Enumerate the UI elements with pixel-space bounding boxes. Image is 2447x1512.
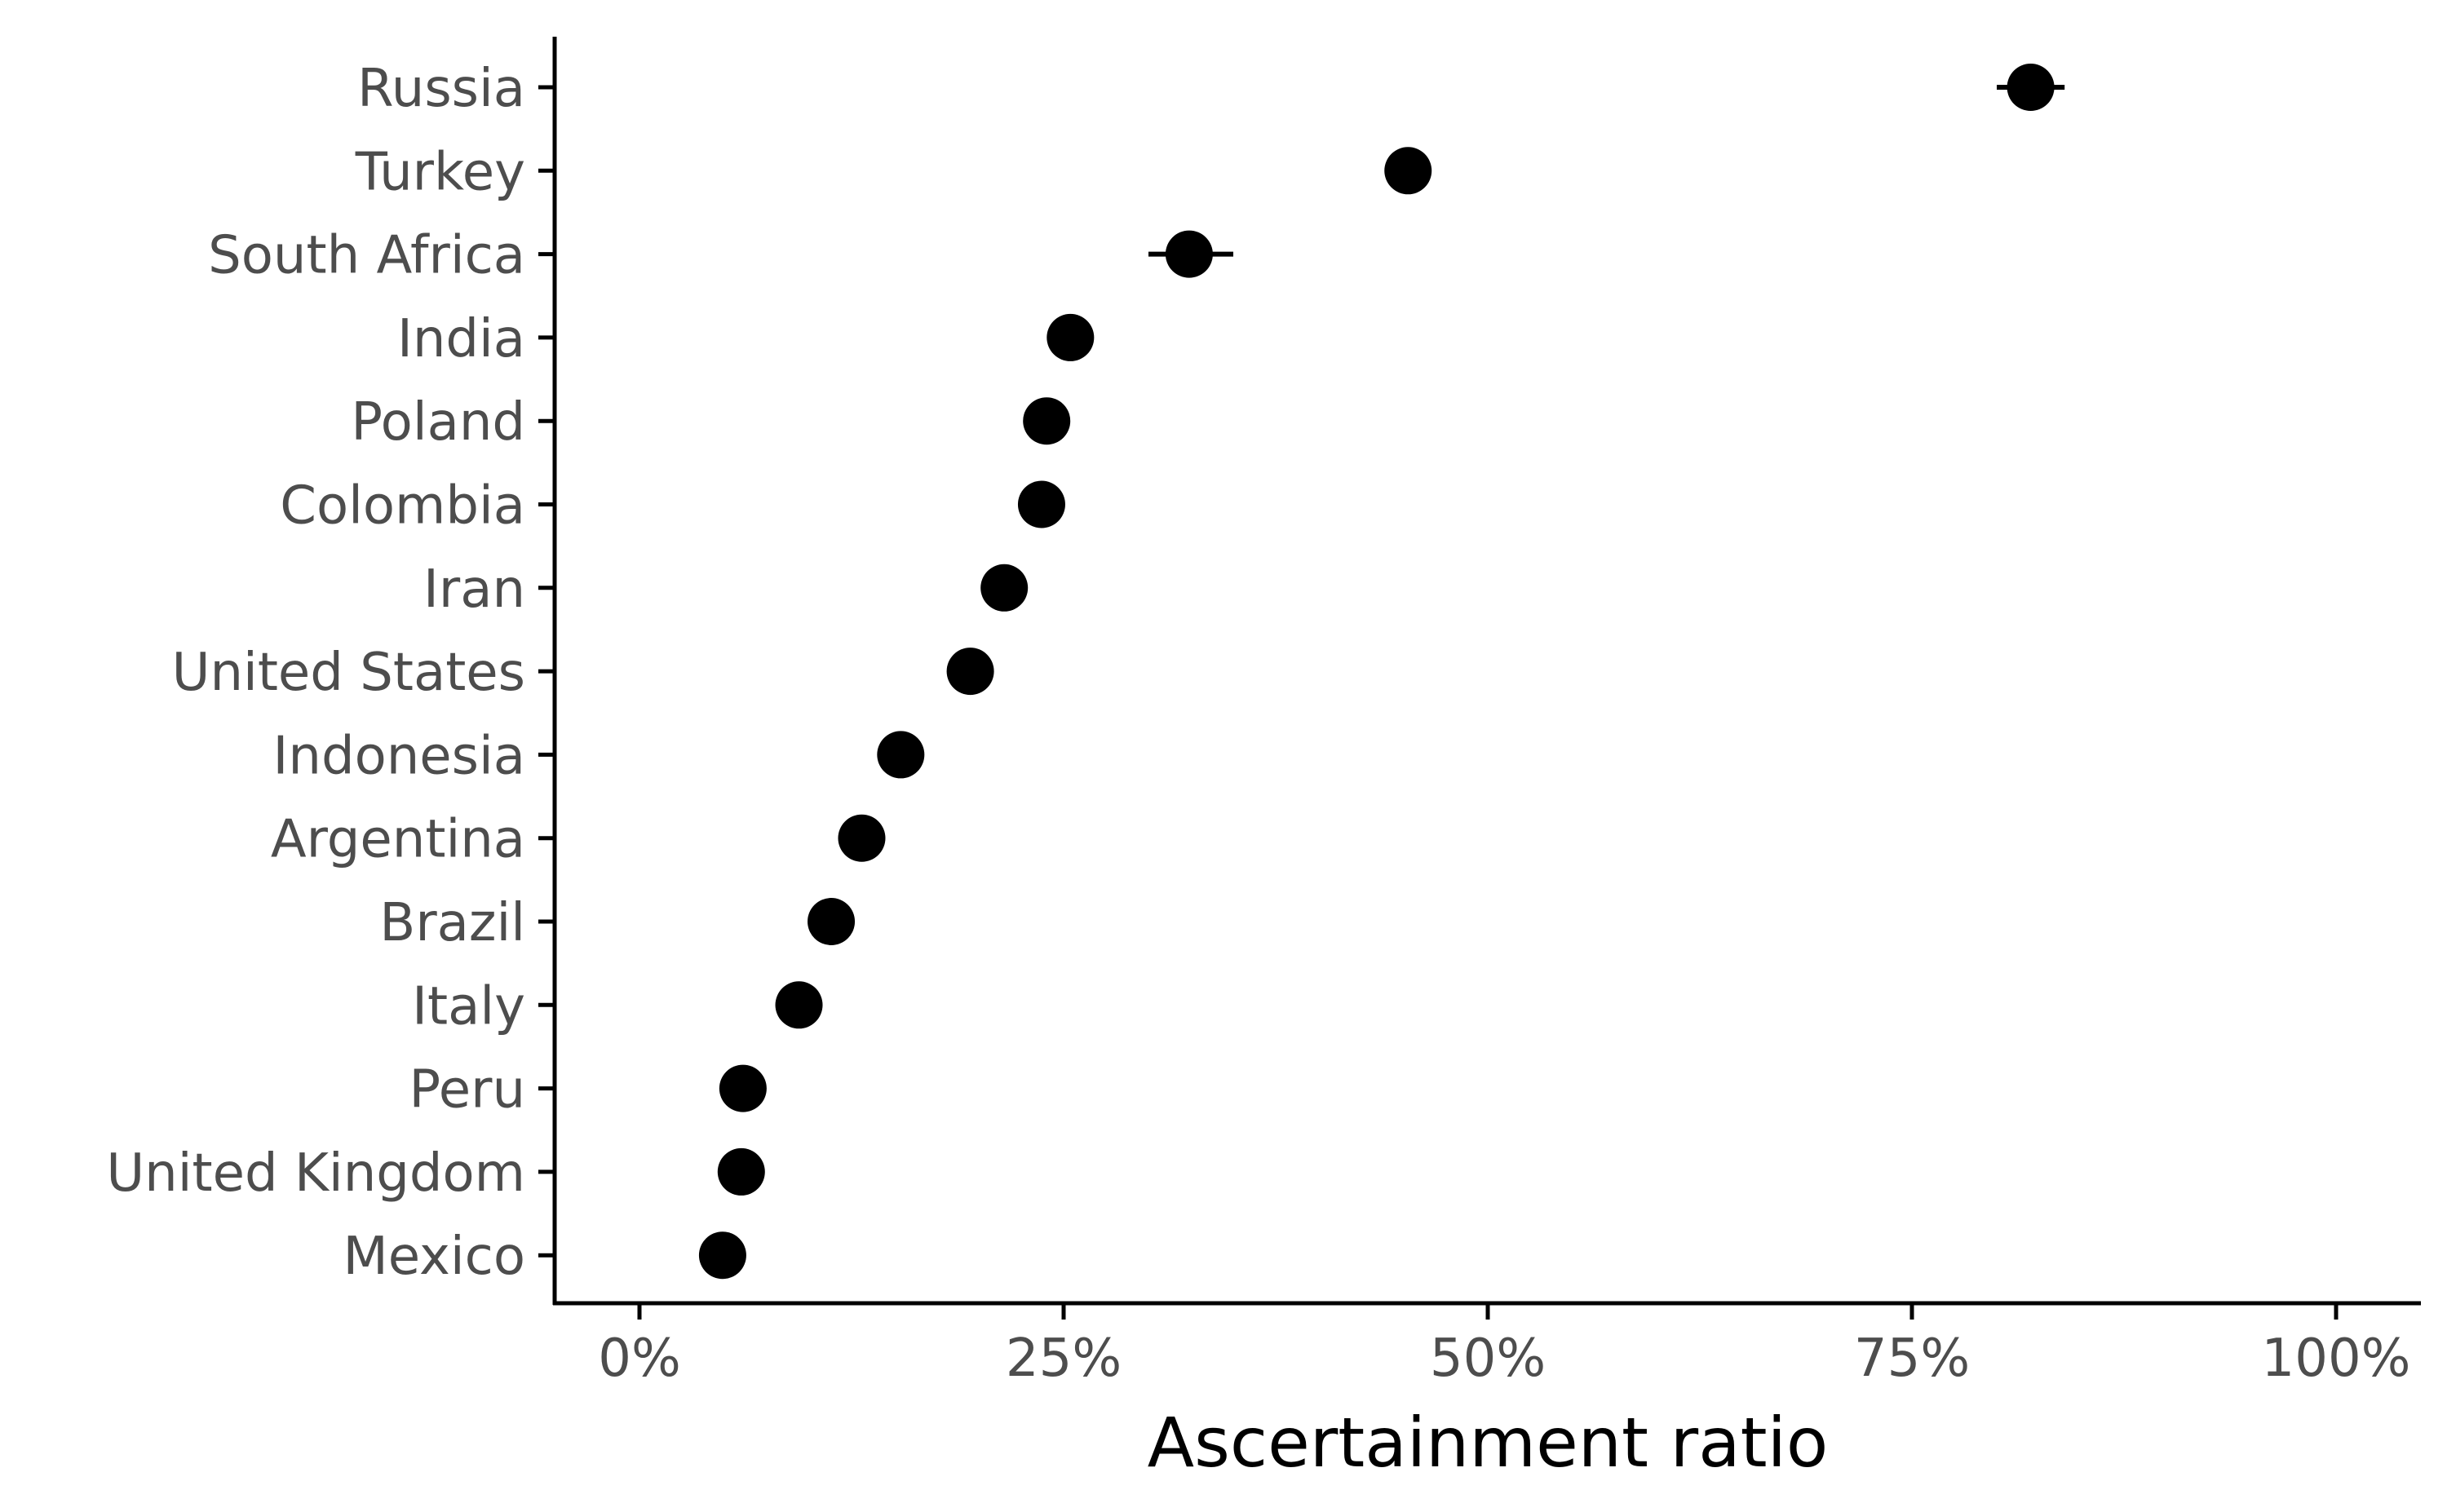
y-tick-label: Indonesia	[273, 726, 526, 786]
x-tick-label: 100%	[2262, 1329, 2411, 1389]
y-tick-label: Italy	[412, 976, 525, 1037]
data-point	[717, 1147, 765, 1196]
data-point	[877, 731, 925, 779]
data-point	[1047, 313, 1095, 361]
y-tick-label: Colombia	[280, 476, 525, 537]
x-axis-title: Ascertainment ratio	[1148, 1403, 1829, 1483]
y-tick-label: Poland	[351, 392, 525, 453]
x-tick-label: 75%	[1854, 1329, 1970, 1389]
x-tick-label: 0%	[598, 1329, 681, 1389]
data-point	[1023, 397, 1071, 445]
y-tick-label: Turkey	[355, 142, 525, 202]
y-tick-label: United Kingdom	[106, 1143, 525, 1204]
y-tick-label: Peru	[409, 1060, 525, 1121]
y-axis: Russia Turkey South Africa India Poland Colom…	[106, 37, 557, 1305]
y-tick-label: Russia	[357, 59, 525, 119]
data-point	[946, 648, 994, 696]
data-point	[980, 564, 1029, 612]
y-tick-label: India	[397, 309, 525, 369]
y-tick-label: United States	[172, 643, 525, 703]
data-point	[719, 1064, 767, 1112]
y-tick-label: South Africa	[208, 226, 525, 286]
x-tick-label: 50%	[1430, 1329, 1546, 1389]
y-tick-label: Mexico	[343, 1227, 525, 1287]
x-axis: 0% 25% 50% 75% 100%	[553, 1301, 2421, 1389]
y-tick-label: Iran	[423, 559, 525, 620]
data-point	[698, 1231, 746, 1280]
data-point	[1017, 480, 1065, 528]
data-point	[1384, 147, 1432, 195]
data-points	[698, 64, 2055, 1280]
y-tick-label: Argentina	[271, 810, 525, 870]
data-point	[1165, 230, 1213, 278]
x-tick-label: 25%	[1006, 1329, 1122, 1389]
data-point	[808, 898, 856, 945]
data-point	[2007, 64, 2055, 111]
data-point	[775, 981, 823, 1029]
data-point	[838, 814, 886, 862]
error-bars	[717, 85, 2065, 1258]
y-tick-label: Brazil	[379, 893, 525, 953]
